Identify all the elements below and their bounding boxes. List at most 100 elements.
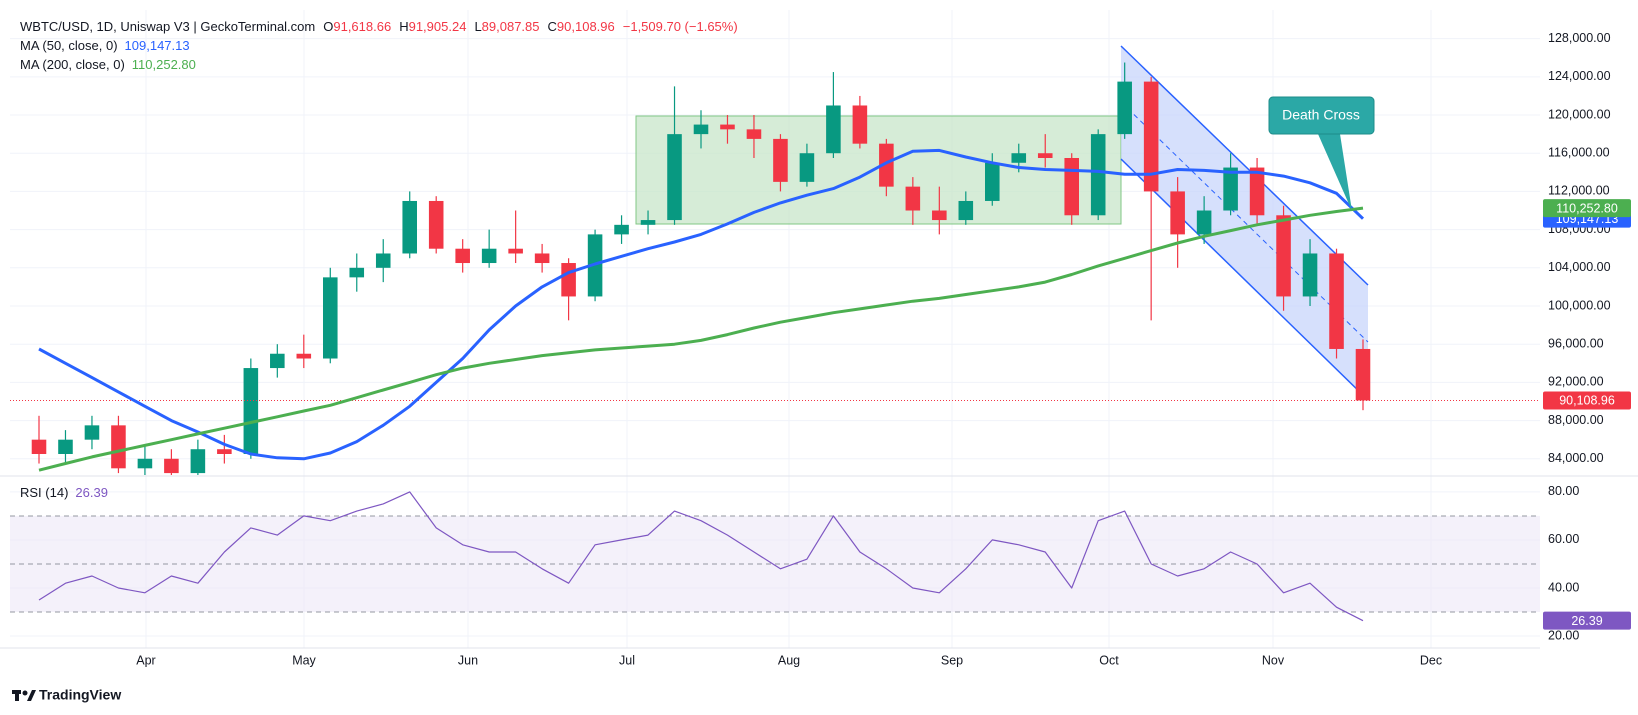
- y-tick-label: 116,000.00: [1548, 146, 1610, 160]
- candle-body: [958, 200, 974, 221]
- candle-body: [428, 200, 444, 249]
- candle-body: [932, 210, 947, 221]
- candle-body: [667, 134, 682, 221]
- y-tick-label: 88,000.00: [1548, 413, 1604, 427]
- y-tick-label: 120,000.00: [1548, 107, 1611, 121]
- candle-body: [561, 263, 576, 297]
- candle-body: [84, 425, 100, 440]
- x-tick-label: Dec: [1420, 653, 1442, 667]
- series-line: [38, 148, 1365, 461]
- x-tick-label: Aug: [778, 653, 800, 667]
- candle-body: [534, 253, 550, 264]
- candle-body: [1223, 167, 1238, 211]
- series-value-badge: [1543, 611, 1631, 630]
- series-line: [38, 491, 1364, 622]
- y-tick-label: 124,000.00: [1548, 69, 1611, 83]
- candle-body: [296, 353, 312, 359]
- legend-entry: MA (50, close, 0) 109,147.13: [20, 38, 190, 53]
- candle-body: [375, 253, 391, 268]
- last-price-badge: [1543, 391, 1631, 410]
- y-tick-label: 84,000.00: [1548, 451, 1604, 465]
- candle-body: [243, 368, 259, 454]
- candle-body: [1329, 253, 1344, 349]
- x-tick-label: Apr: [136, 653, 155, 667]
- candle-body: [640, 220, 656, 225]
- close-label: C: [548, 19, 557, 34]
- brand-name: TradingView: [39, 687, 121, 703]
- candle-body: [111, 425, 126, 469]
- symbol: WBTC/USD, 1D, Uniswap V3 | GeckoTerminal…: [20, 19, 315, 34]
- candle-body: [879, 143, 894, 187]
- candle-body: [508, 248, 523, 254]
- candle-body: [1143, 81, 1159, 192]
- candle-body: [1037, 153, 1053, 158]
- candle-body: [693, 124, 709, 135]
- series-value-badge: [1543, 199, 1631, 218]
- legend-value: 26.39: [75, 485, 108, 500]
- candle-body: [137, 458, 153, 469]
- legend-name: MA (200, close, 0): [20, 57, 125, 72]
- low-value: 89,087.85: [482, 19, 540, 34]
- callout-tail: [1318, 134, 1352, 211]
- change-value: −1,509.70 (−1.65%): [623, 19, 738, 34]
- candle-body: [852, 105, 868, 144]
- candle-body: [773, 138, 788, 182]
- grid-layer: [10, 10, 1540, 648]
- brand-logo: [12, 690, 36, 701]
- candle-body: [190, 449, 206, 474]
- candle-body: [1276, 215, 1291, 297]
- plot-layer: [10, 62, 1540, 622]
- y-tick-label: 112,000.00: [1548, 184, 1610, 198]
- legend-entry: MA (200, close, 0) 110,252.80: [20, 57, 196, 72]
- candle-body: [1196, 210, 1212, 235]
- high-value: 91,905.24: [409, 19, 467, 34]
- candle-body: [1011, 153, 1027, 163]
- y-tick-label: 96,000.00: [1548, 336, 1604, 350]
- x-tick-label: Oct: [1099, 653, 1119, 667]
- candle-body: [905, 186, 921, 211]
- candle-body: [455, 248, 470, 264]
- callout-box: [1268, 96, 1375, 135]
- y-tick-label: 80.00: [1548, 484, 1579, 498]
- candle-body: [826, 105, 841, 154]
- candle-body: [984, 162, 1000, 201]
- legend-name: MA (50, close, 0): [20, 38, 118, 53]
- candle-body: [58, 439, 73, 454]
- open-value: 91,618.66: [333, 19, 391, 34]
- candle-body: [1302, 253, 1318, 297]
- x-tick-label: Nov: [1262, 653, 1285, 667]
- candle-body: [1355, 348, 1371, 401]
- candle-body: [322, 277, 338, 359]
- candle-body: [614, 224, 629, 235]
- candle-body: [481, 248, 497, 264]
- series-value-badge-text: 110,252.80: [1556, 201, 1618, 215]
- y-tick-label: 40.00: [1548, 580, 1579, 594]
- series-line: [38, 206, 1364, 472]
- channel-fill: [1121, 46, 1368, 400]
- x-tick-label: May: [292, 653, 316, 667]
- open-label: O: [323, 19, 333, 34]
- x-tick-label: Sep: [941, 653, 963, 667]
- last-price-badge-text: 90,108.96: [1559, 394, 1615, 408]
- x-tick-label: Jul: [619, 653, 635, 667]
- candle-body: [402, 200, 418, 254]
- y-tick-label: 20.00: [1548, 628, 1579, 642]
- legend-name: RSI (14): [20, 485, 68, 500]
- channel-mid: [1120, 101, 1369, 343]
- candle-body: [1090, 134, 1106, 216]
- low-label: L: [474, 19, 481, 34]
- header: WBTC/USD, 1D, Uniswap V3 | GeckoTerminal…: [20, 19, 738, 34]
- high-label: H: [399, 19, 408, 34]
- candle-body: [799, 153, 815, 182]
- y-tick-label: 92,000.00: [1548, 375, 1604, 389]
- candle-body: [164, 458, 179, 474]
- y-tick-label: 128,000.00: [1548, 31, 1611, 45]
- channel-upper: [1120, 45, 1369, 286]
- legend-value: 109,147.13: [125, 38, 190, 53]
- candle-body: [1117, 81, 1132, 135]
- callout-text: Death Cross: [1282, 107, 1360, 123]
- candle-body: [349, 267, 365, 278]
- legend-value: 110,252.80: [132, 57, 196, 72]
